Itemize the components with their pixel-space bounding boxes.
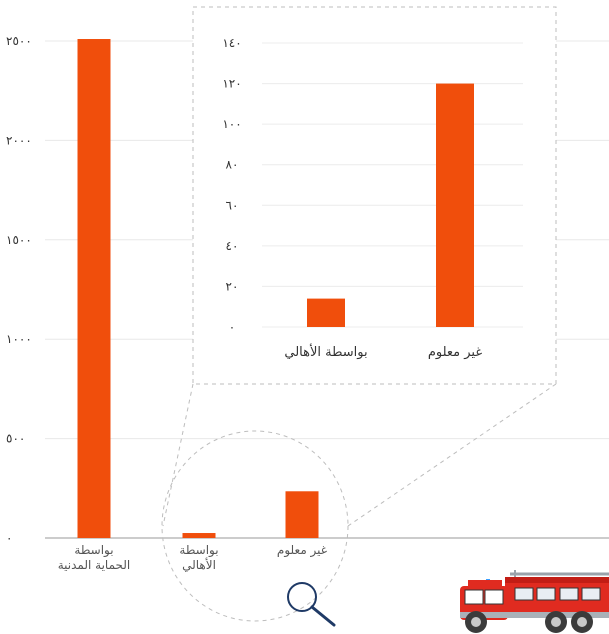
zoom-connector xyxy=(161,383,557,622)
main-category-label: بواسطة الأهالي xyxy=(179,543,218,572)
zoom-line-right xyxy=(347,383,557,527)
inset-y-tick-label: ٨٠ xyxy=(226,158,239,172)
inset-category-labels: بواسطة الأهالي غير معلوم xyxy=(284,343,482,360)
inset-bar xyxy=(307,298,345,327)
inset-category-label: غير معلوم xyxy=(428,345,483,360)
inset-y-tick-label: ٢٠ xyxy=(226,279,239,293)
main-y-tick-label: ٠ xyxy=(6,531,12,545)
inset-bar xyxy=(436,83,474,327)
inset-grid xyxy=(262,42,523,328)
main-y-tick-label: ٥٠٠ xyxy=(6,432,25,446)
inset-bars xyxy=(307,83,474,327)
main-y-axis-ticks: ٠ ٥٠٠ ١٠٠٠ ١٥٠٠ ٢٠٠٠ ٢٥٠٠ xyxy=(6,34,32,545)
main-bars xyxy=(77,39,319,539)
inset-category-label: بواسطة الأهالي xyxy=(284,343,367,360)
main-y-tick-label: ٢٠٠٠ xyxy=(6,133,32,147)
main-bar xyxy=(77,39,111,539)
inset-y-tick-label: ١٠٠ xyxy=(222,117,241,131)
zoom-circle xyxy=(161,430,349,622)
main-category-label: بواسطة الحماية المدنية xyxy=(58,543,131,572)
main-bar xyxy=(182,533,216,538)
main-y-tick-label: ٢٥٠٠ xyxy=(6,34,32,48)
main-y-tick-label: ١٠٠٠ xyxy=(6,332,32,346)
inset-panel xyxy=(192,6,557,385)
inset-y-tick-label: ٦٠ xyxy=(226,198,239,212)
zoom-line-left xyxy=(162,383,194,527)
main-category-labels: بواسطة الحماية المدنية بواسطة الأهالي غير مع… xyxy=(58,543,327,572)
inset-y-axis-ticks: ٠ ٢٠ ٤٠ ٦٠ ٨٠ ١٠٠ ١٢٠ ١٤٠ xyxy=(222,36,241,334)
inset-y-tick-label: ١٢٠ xyxy=(222,77,241,91)
magnifier-icon xyxy=(287,582,336,627)
inset-y-tick-label: ٠ xyxy=(229,320,235,334)
main-bar xyxy=(285,491,319,538)
inset-y-tick-label: ٤٠ xyxy=(226,239,239,253)
main-category-label: غير معلوم xyxy=(277,543,327,558)
inset-y-tick-label: ١٤٠ xyxy=(222,36,241,50)
main-y-tick-label: ١٥٠٠ xyxy=(6,233,32,247)
fire-truck-icon xyxy=(460,570,609,633)
